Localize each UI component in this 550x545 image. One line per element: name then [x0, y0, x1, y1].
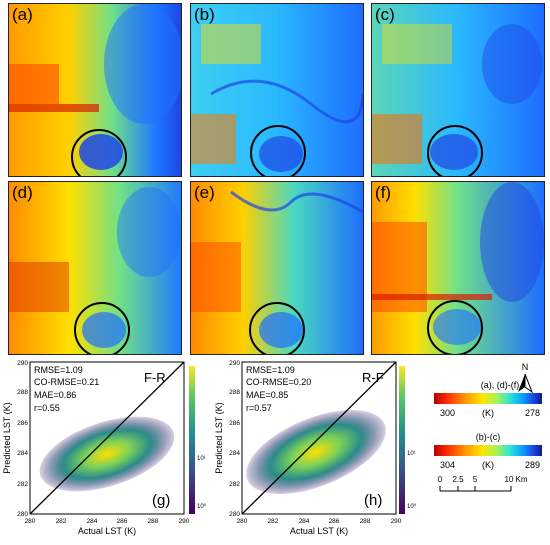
scale-bar — [439, 486, 512, 492]
x-tick: 286 — [329, 518, 340, 525]
map-panel-d: (d) — [8, 181, 182, 355]
scatter-plot-g: 10¹ 10⁰ RMSE=1.09 CO-RMSE=0.21 MAE=0.86 … — [0, 358, 212, 540]
stat-co-rmse: CO-RMSE=0.21 — [34, 377, 99, 387]
colorbar-tick: 10⁰ — [407, 503, 417, 510]
stat-rmse: RMSE=1.09 — [34, 365, 83, 375]
panel-label: (g) — [152, 492, 170, 509]
x-tick: 280 — [25, 518, 36, 525]
model-label: R-F — [362, 370, 384, 385]
panel-label: (e) — [194, 183, 215, 202]
x-tick: 286 — [117, 518, 128, 525]
y-axis-label: Predicted LST (K) — [2, 402, 12, 473]
region-circle — [249, 302, 305, 354]
scale-tick: 0 — [438, 475, 443, 484]
y-ticks: 280 282 284 286 288 290 — [229, 360, 240, 518]
colorbar — [399, 366, 405, 514]
x-ticks: 280 282 284 286 288 290 — [237, 518, 402, 525]
one-to-one-line — [29, 361, 185, 515]
y-tick: 280 — [229, 511, 240, 518]
x-tick: 280 — [237, 518, 248, 525]
region-circle — [71, 129, 127, 176]
y-tick: 288 — [229, 389, 240, 396]
colorbar-2-max: 289 — [525, 460, 540, 470]
density-cloud — [39, 416, 175, 492]
north-arrow-icon — [518, 373, 534, 394]
x-ticks: 280 282 284 286 288 290 — [25, 518, 190, 525]
map-panel-c: (c) — [371, 3, 545, 177]
region-circle — [250, 125, 306, 176]
panel-label: (c) — [375, 5, 395, 24]
map-panel-f: (f) — [371, 181, 545, 355]
scatter-plot-h: 10¹ 10⁰ RMSE=1.09 CO-RMSE=0.20 MAE=0.85 … — [212, 358, 426, 540]
y-ticks: 280 282 284 286 288 290 — [17, 360, 28, 518]
stat-mae: MAE=0.85 — [246, 390, 288, 400]
scale-tick: 10 Km — [504, 475, 527, 484]
stat-r: r=0.55 — [34, 403, 60, 413]
scale-tick: 5 — [473, 475, 478, 484]
colorbar-1-max: 278 — [525, 408, 540, 418]
colorbar — [189, 366, 195, 514]
x-tick: 282 — [56, 518, 67, 525]
stat-co-rmse: CO-RMSE=0.20 — [246, 377, 311, 387]
y-tick: 286 — [17, 420, 28, 427]
one-to-one-line — [241, 361, 397, 515]
region-circle — [427, 300, 483, 354]
legend-panel: N (a), (d)-(f) 300 (K) 278 (b)-(c) 304 (… — [428, 360, 548, 535]
x-tick: 282 — [268, 518, 279, 525]
colorbar-tick: 10⁰ — [197, 503, 207, 510]
x-axis-label: Actual LST (K) — [78, 526, 136, 536]
scatter-svg-h: 10¹ 10⁰ RMSE=1.09 CO-RMSE=0.20 MAE=0.85 … — [214, 360, 417, 536]
model-label: F-R — [144, 370, 166, 385]
y-tick: 282 — [17, 481, 28, 488]
panel-label: (b) — [194, 5, 215, 24]
x-tick: 290 — [179, 518, 190, 525]
panel-label: (d) — [12, 183, 33, 202]
region-circle — [427, 125, 483, 176]
density-cloud — [246, 410, 386, 494]
map-panel-b: (b) — [190, 3, 364, 177]
colorbar-1-title: (a), (d)-(f) — [481, 380, 520, 390]
x-tick: 288 — [360, 518, 371, 525]
lst-map-b — [191, 4, 363, 176]
y-axis-label: Predicted LST (K) — [214, 402, 224, 473]
x-axis-label: Actual LST (K) — [290, 526, 348, 536]
legend-svg: N (a), (d)-(f) 300 (K) 278 (b)-(c) 304 (… — [434, 362, 542, 492]
colorbar-1-unit: (K) — [482, 408, 494, 418]
panel-label: (f) — [375, 183, 392, 202]
y-tick: 286 — [229, 420, 240, 427]
colorbar-2-title: (b)-(c) — [476, 432, 501, 442]
panel-label: (a) — [12, 5, 33, 24]
x-tick: 284 — [87, 518, 98, 525]
y-tick: 290 — [229, 360, 240, 367]
colorbar-2-unit: (K) — [482, 460, 494, 470]
y-tick: 290 — [17, 360, 28, 367]
north-label: N — [522, 362, 529, 372]
stat-mae: MAE=0.86 — [34, 390, 76, 400]
x-tick: 288 — [148, 518, 159, 525]
y-tick: 282 — [229, 481, 240, 488]
y-tick: 288 — [17, 389, 28, 396]
y-tick: 284 — [17, 450, 28, 457]
scatter-svg-g: 10¹ 10⁰ RMSE=1.09 CO-RMSE=0.21 MAE=0.86 … — [2, 360, 207, 536]
scale-tick: 2.5 — [452, 475, 464, 484]
map-panel-a: (a) — [8, 3, 182, 177]
x-tick: 290 — [391, 518, 402, 525]
colorbar-2 — [434, 445, 542, 456]
colorbar-tick: 10¹ — [407, 451, 416, 457]
stat-r: r=0.57 — [246, 403, 272, 413]
panel-label: (h) — [364, 492, 382, 509]
colorbar-1 — [434, 393, 542, 404]
colorbar-tick: 10¹ — [197, 456, 206, 462]
colorbar-1-min: 300 — [440, 408, 455, 418]
y-tick: 284 — [229, 450, 240, 457]
y-tick: 280 — [17, 511, 28, 518]
stat-rmse: RMSE=1.09 — [246, 365, 295, 375]
map-panel-e: (e) — [190, 181, 364, 355]
x-tick: 284 — [299, 518, 310, 525]
colorbar-2-min: 304 — [440, 460, 455, 470]
region-circle — [74, 302, 130, 354]
